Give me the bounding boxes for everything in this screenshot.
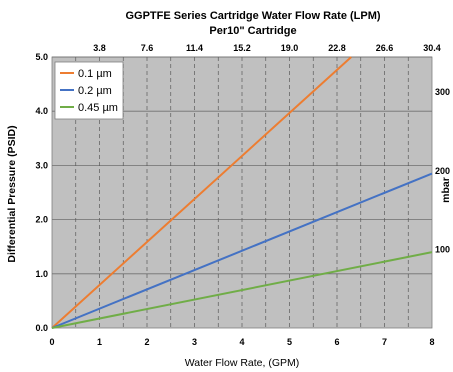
y2-tick-label: 100 — [435, 244, 450, 254]
legend-box — [54, 61, 124, 120]
y-tick-label: 5.0 — [35, 52, 48, 62]
x2-tick-label: 22.8 — [328, 43, 346, 53]
chart-title: GGPTFE Series Cartridge Water Flow Rate … — [125, 10, 380, 22]
x-tick-label: 6 — [334, 337, 339, 347]
x2-tick-label: 11.4 — [186, 43, 203, 53]
x-tick-label: 7 — [382, 337, 387, 347]
y2-tick-label: 200 — [435, 166, 450, 176]
legend: 0.1 µm 0.2 µm 0.45 µm — [54, 61, 124, 120]
x-axis-label: Water Flow Rate, (GPM) — [185, 357, 300, 369]
x-tick-label: 2 — [144, 337, 149, 347]
series-line-1 — [51, 172, 433, 329]
y-tick-label: 2.0 — [35, 215, 48, 225]
y-tick-label: 0.0 — [35, 323, 48, 333]
y2-tick-label: 300 — [435, 87, 450, 97]
y-tick-label: 1.0 — [35, 269, 48, 279]
x2-tick-label: 7.6 — [141, 43, 154, 53]
x2-tick-label: 19.0 — [281, 43, 299, 53]
x2-tick-label: 26.6 — [376, 43, 394, 53]
x2-tick-label: 30.4 — [423, 43, 441, 53]
x-tick-label: 8 — [429, 337, 434, 347]
chart-subtitle: Per10" Cartridge — [209, 25, 296, 37]
legend-label: 0.1 µm — [78, 68, 112, 80]
x-tick-label: 3 — [192, 337, 197, 347]
x2-axis-ticks: 3.8 7.6 11.4 15.2 19.0 22.8 26.6 30.4 — [93, 43, 441, 53]
series-lines — [51, 56, 433, 329]
x2-tick-label: 15.2 — [233, 43, 251, 53]
y-axis-label: Differential Pressure (PSID) — [6, 125, 18, 262]
x2-tick-label: 3.8 — [93, 43, 106, 53]
x-tick-label: 5 — [287, 337, 292, 347]
series-line-2 — [51, 251, 433, 329]
series-line-0 — [51, 56, 352, 329]
y2-axis-ticks: 100 200 300 — [435, 87, 450, 254]
y-tick-label: 3.0 — [35, 160, 48, 170]
x-tick-label: 4 — [239, 337, 244, 347]
x-tick-label: 0 — [49, 337, 54, 347]
legend-label: 0.45 µm — [78, 102, 118, 114]
x-axis-ticks: 0 1 2 3 4 5 6 7 8 — [49, 337, 434, 347]
y-axis-ticks: 0.0 1.0 2.0 3.0 4.0 5.0 — [35, 52, 48, 333]
y-tick-label: 4.0 — [35, 106, 48, 116]
y2-axis-label: mbar — [440, 177, 452, 203]
legend-label: 0.2 µm — [78, 85, 112, 97]
x-tick-label: 1 — [97, 337, 102, 347]
